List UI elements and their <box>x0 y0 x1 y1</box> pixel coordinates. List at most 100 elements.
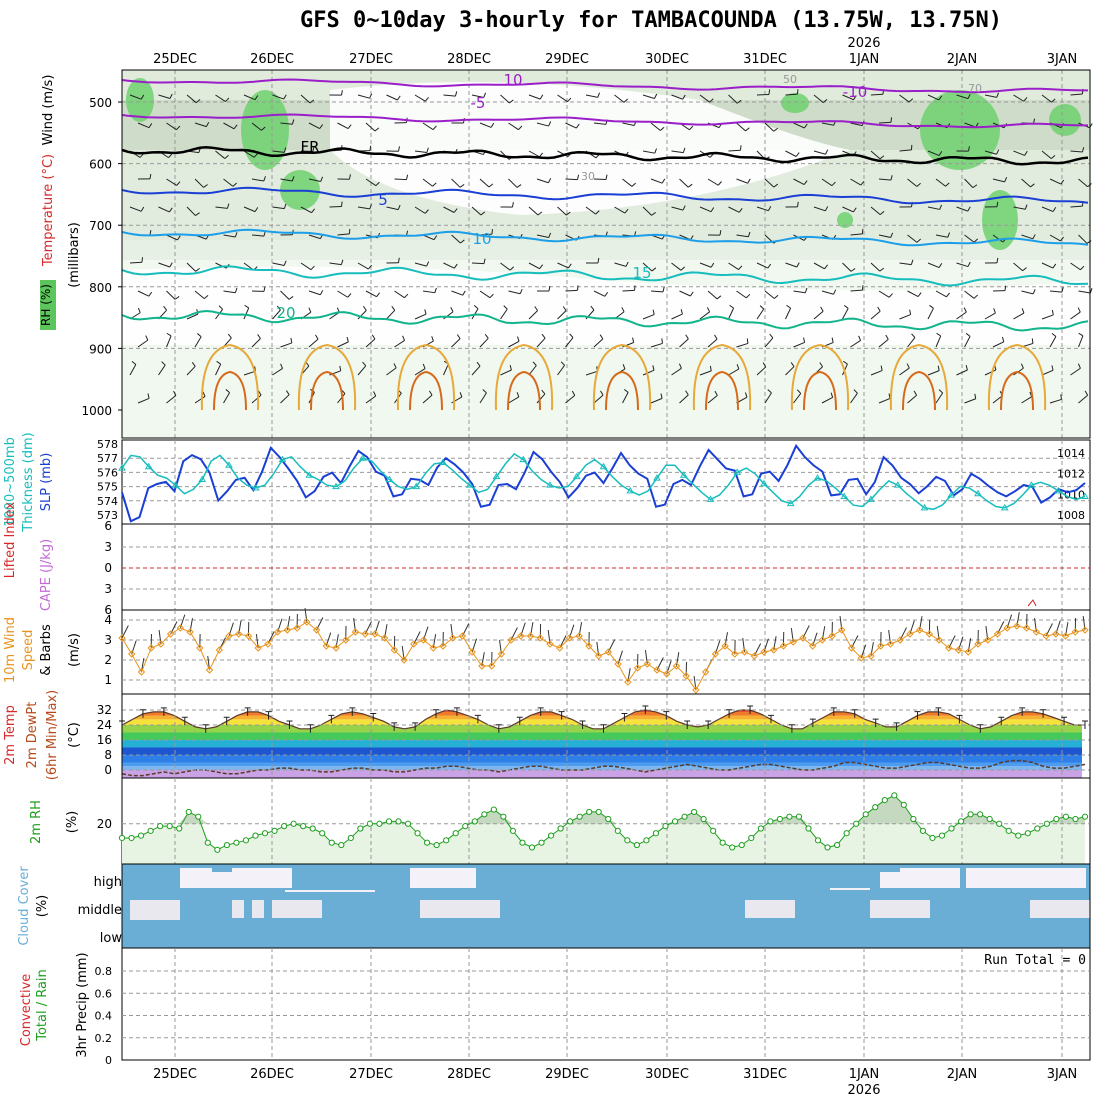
wind-barb-flag <box>661 178 666 184</box>
wind-barb <box>736 122 746 132</box>
ytick-pressure-1000: 1000 <box>81 404 112 418</box>
cloud-block <box>410 868 476 888</box>
wind-barb <box>557 94 568 103</box>
wind-barb <box>650 397 663 404</box>
wind-barb <box>280 178 293 182</box>
wind-barb <box>956 262 969 268</box>
warm-contour-inner <box>310 370 344 411</box>
wind-barb <box>728 206 740 213</box>
ytick-slp-1008: 1008 <box>1057 509 1085 522</box>
wind-barb-flag <box>604 291 609 297</box>
wind-barb-flag <box>689 291 694 297</box>
wind-barb <box>223 122 235 130</box>
wind-barb-flag <box>512 202 514 208</box>
ylabel-wind: Wind (m/s) <box>41 75 56 146</box>
wind-barb <box>337 290 348 298</box>
wind-barb-flag <box>567 97 572 103</box>
wind-barb <box>422 234 435 241</box>
wind-barb <box>422 290 435 294</box>
wind-barb-flag <box>853 389 858 394</box>
wind-barb-flag <box>803 180 808 185</box>
wind-barb <box>1049 290 1062 293</box>
wind-barb-flag <box>597 92 601 98</box>
thickness-marker <box>385 475 394 482</box>
wind-barb <box>528 94 541 100</box>
wind-barb <box>821 397 833 404</box>
wind-barb <box>451 338 461 348</box>
rh-moist-patch <box>837 212 853 228</box>
wind-barb-flag <box>509 266 515 271</box>
wind-barb-flag <box>532 361 537 366</box>
wind-barb <box>1021 178 1031 188</box>
wind10m-marker <box>166 630 175 638</box>
wind-barb <box>280 290 290 300</box>
warm-contour-inner <box>605 370 639 411</box>
rh2m-marker <box>662 823 669 830</box>
wind-barb-flag <box>682 205 686 211</box>
wind-barb-flag <box>534 306 538 311</box>
ytick-pressure-500: 500 <box>89 96 112 110</box>
wind-barb-flag <box>454 91 458 97</box>
wind10m-marker <box>351 628 360 636</box>
wind-barb <box>785 150 797 157</box>
wind-barb <box>137 122 150 129</box>
wind-barb <box>870 150 881 160</box>
wind-barb-flag <box>797 201 799 207</box>
wind10m-marker <box>565 634 574 642</box>
wind-barb <box>956 311 967 320</box>
wind-barb <box>508 122 519 131</box>
wind-barb-flag <box>654 148 658 154</box>
chart-title: GFS 0~10day 3-hourly for TAMBACOUNDA (13… <box>300 8 1002 33</box>
cloud-block <box>232 900 244 918</box>
wind-barb-flag <box>161 361 166 366</box>
wind10m-marker <box>1022 624 1031 632</box>
temp-contour-5 <box>121 186 1089 205</box>
wind-barb <box>565 394 576 404</box>
wind-barb <box>1078 178 1088 188</box>
ytick-thickness-574: 574 <box>97 495 118 508</box>
rh2m-marker <box>376 820 383 827</box>
wind-barb-flag <box>195 267 200 272</box>
wind-barb <box>728 368 740 376</box>
wind-barb-flag <box>790 362 795 367</box>
wind-barb <box>508 178 518 188</box>
temp-color-band <box>122 762 1082 767</box>
wind-barb-flag <box>490 122 495 128</box>
upper-air-frame <box>121 69 1091 439</box>
rh2m-marker <box>919 827 927 834</box>
wind-barb <box>500 369 512 376</box>
wind-barb-flag <box>1081 147 1085 153</box>
wind-barb <box>1070 93 1083 96</box>
wind-barb <box>956 206 968 212</box>
rh2m-marker <box>557 825 564 832</box>
ylabel-cloud-cover: Cloud Cover <box>17 866 32 946</box>
ylabel-convective: Convective <box>19 974 34 1047</box>
wind-barb-flag <box>633 285 636 291</box>
wind-barb-flag <box>906 363 910 369</box>
wind-barb-flag <box>562 306 567 311</box>
wind-barb-flag <box>1052 207 1057 212</box>
rh2m-marker <box>595 808 602 816</box>
contour-label: 15 <box>632 264 651 282</box>
wind-barb-flag <box>347 293 352 298</box>
warm-contour-outer <box>396 343 456 411</box>
wind-barb-flag <box>680 266 686 271</box>
wind-barb-flag <box>916 182 921 187</box>
wind10m-marker <box>575 632 583 640</box>
rh2m-marker <box>872 804 879 811</box>
wind10m-marker <box>633 664 642 672</box>
wind-barb-flag <box>537 211 543 216</box>
wind10m-marker <box>808 642 817 650</box>
wind-barb-flag <box>661 338 663 344</box>
wind-barb <box>1049 398 1062 404</box>
wind-barb <box>956 94 969 100</box>
wind-barb <box>899 94 910 103</box>
wind-barb <box>679 178 689 188</box>
wind-barb-flag <box>965 332 971 337</box>
rh2m-marker <box>271 827 278 834</box>
wind-barb <box>764 392 772 404</box>
wind-barb <box>422 178 433 187</box>
temp-color-band <box>122 732 1082 740</box>
wind-barb-flag <box>1030 183 1035 188</box>
x-tick-bottom-1JAN: 1JAN <box>849 1067 880 1082</box>
